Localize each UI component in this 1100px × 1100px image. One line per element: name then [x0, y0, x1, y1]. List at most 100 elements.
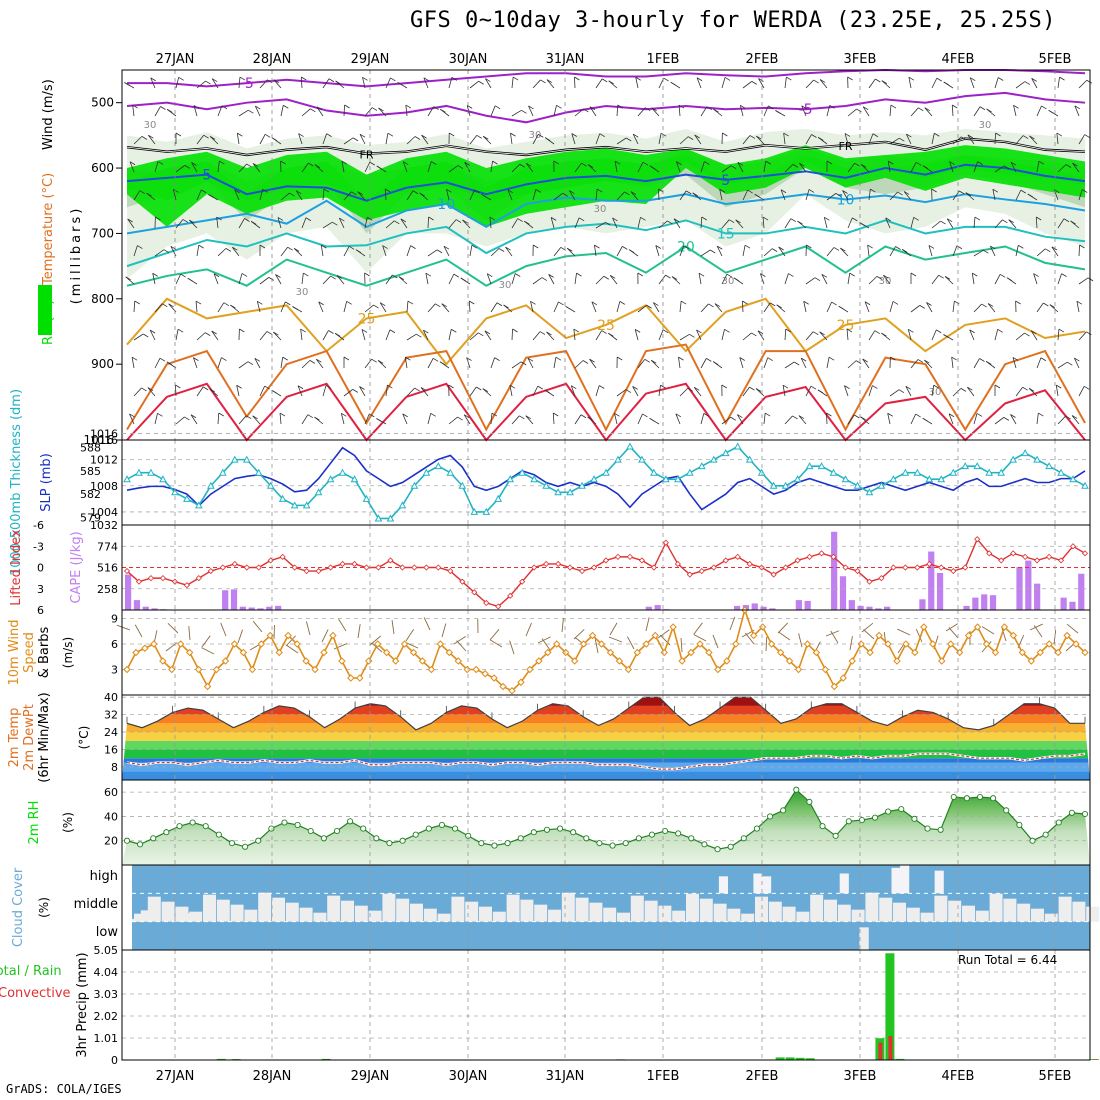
- wind-speed-point: [230, 640, 239, 648]
- wind-barb: [739, 357, 744, 369]
- wind-barb: [343, 389, 354, 397]
- lifted-index-point: [590, 564, 598, 571]
- wind-speed-point: [338, 657, 346, 665]
- wind-barb-flag: [970, 77, 976, 82]
- wind-speed-point: [517, 678, 525, 686]
- wind-barb-flag: [211, 330, 217, 335]
- wind-barb-flag: [392, 274, 398, 279]
- wind-barb-flag: [829, 104, 835, 109]
- lifted-index-point: [543, 560, 550, 568]
- wind-barb-flag: [806, 244, 812, 249]
- wind-barb-flag: [1076, 300, 1083, 305]
- rh-point: [583, 835, 590, 842]
- freezing-line-core: [126, 138, 1086, 156]
- wind-speed-point: [857, 640, 865, 648]
- wind-barb: [784, 77, 787, 89]
- wind-barb-flag: [535, 189, 542, 193]
- rh-point: [543, 826, 550, 833]
- cloud-cell: [603, 907, 617, 922]
- temperature-stripe: [122, 705, 1090, 715]
- wind-barb-flag: [376, 165, 382, 170]
- wind-barb: [784, 164, 794, 173]
- wind-barb: [1031, 78, 1038, 89]
- wind-barb-flag: [162, 303, 168, 308]
- wind-barb: [826, 357, 830, 369]
- wind-barb: [484, 78, 492, 89]
- wind-speed-point: [615, 657, 624, 665]
- wind-barb: [632, 133, 639, 145]
- lifted-index-point: [842, 564, 849, 571]
- wind-barb-flag: [127, 218, 133, 223]
- cape-bar: [1025, 560, 1032, 610]
- wind-barb: [464, 162, 471, 173]
- wind-barb-flag: [335, 80, 341, 85]
- wind-barb-flag: [407, 300, 414, 305]
- wind-barb-flag: [888, 160, 894, 165]
- precip-tick-label: 3.03: [94, 988, 119, 1001]
- temperature-stripe: [122, 732, 1090, 741]
- wind-barb: [469, 332, 479, 341]
- wind-barb: [721, 416, 731, 425]
- rh-point: [137, 841, 144, 848]
- wind-barb: [1078, 277, 1089, 285]
- wind-barb-flag: [855, 360, 862, 364]
- wind-barb-flag: [211, 78, 218, 83]
- wind-speed-point: [508, 687, 516, 695]
- cloud-cell: [934, 870, 944, 894]
- wind-barb-flag: [885, 217, 891, 222]
- wind-barb: [196, 245, 200, 257]
- wind-speed-point: [1063, 631, 1071, 640]
- wind-barb: [1057, 361, 1068, 369]
- surface-wind-barb: [777, 622, 789, 634]
- wind-barb: [343, 246, 350, 257]
- lifted-index-point: [734, 553, 741, 560]
- wind-barb-flag: [232, 246, 238, 251]
- wind-barb: [573, 329, 576, 341]
- wind-barb-flag: [361, 329, 368, 333]
- wind-axis-label: 10m Wind Speed & Barbs: [7, 619, 52, 685]
- wind-barb: [532, 331, 541, 341]
- wind-barb-flag: [367, 216, 373, 221]
- wind-barb: [574, 108, 584, 117]
- wind-barb-flag: [556, 104, 562, 109]
- wind-barb-flag: [687, 387, 693, 392]
- wind-barb-flag: [405, 104, 412, 109]
- wind-barb: [910, 413, 917, 425]
- wind-speed-point: [938, 657, 946, 665]
- surface-wind-barb: [537, 636, 551, 644]
- wind-barb: [384, 188, 387, 201]
- cloud-cell: [796, 911, 810, 922]
- rh-contour-label: 30: [722, 276, 735, 287]
- wind-barb: [847, 360, 857, 369]
- wind-barb: [338, 217, 345, 229]
- wind-barb: [714, 303, 723, 313]
- wind-barb-flag: [799, 162, 805, 167]
- rh-point: [885, 808, 892, 815]
- wind-barb-flag: [678, 356, 684, 361]
- wind-barb-flag: [482, 388, 489, 392]
- wind-barb-flag: [867, 244, 873, 249]
- rh-point: [1003, 807, 1010, 814]
- wind-speed-point: [445, 648, 454, 657]
- lifted-index-point: [854, 567, 861, 575]
- slp-point: [578, 481, 586, 489]
- wind-barb: [379, 302, 387, 313]
- wind-barb: [448, 416, 458, 425]
- rh-tick-label: 40: [104, 810, 118, 823]
- cape-bar: [884, 606, 891, 610]
- lifted-index-point: [1081, 550, 1089, 557]
- wind-barb: [1015, 332, 1025, 341]
- cape-bar: [875, 608, 882, 610]
- wind-barb: [952, 388, 962, 397]
- wind-barb: [385, 385, 388, 397]
- wind-barb-flag: [800, 357, 807, 362]
- wind-barb: [889, 137, 900, 145]
- wind-barb: [907, 329, 912, 341]
- rh-point: [1016, 821, 1023, 828]
- slp-point: [1057, 468, 1065, 476]
- wind-barb: [595, 385, 600, 397]
- wind-barb-flag: [496, 302, 503, 307]
- wind-barb: [1057, 415, 1066, 425]
- wind-barb-flag: [689, 333, 695, 338]
- wind-barb-flag: [936, 329, 942, 334]
